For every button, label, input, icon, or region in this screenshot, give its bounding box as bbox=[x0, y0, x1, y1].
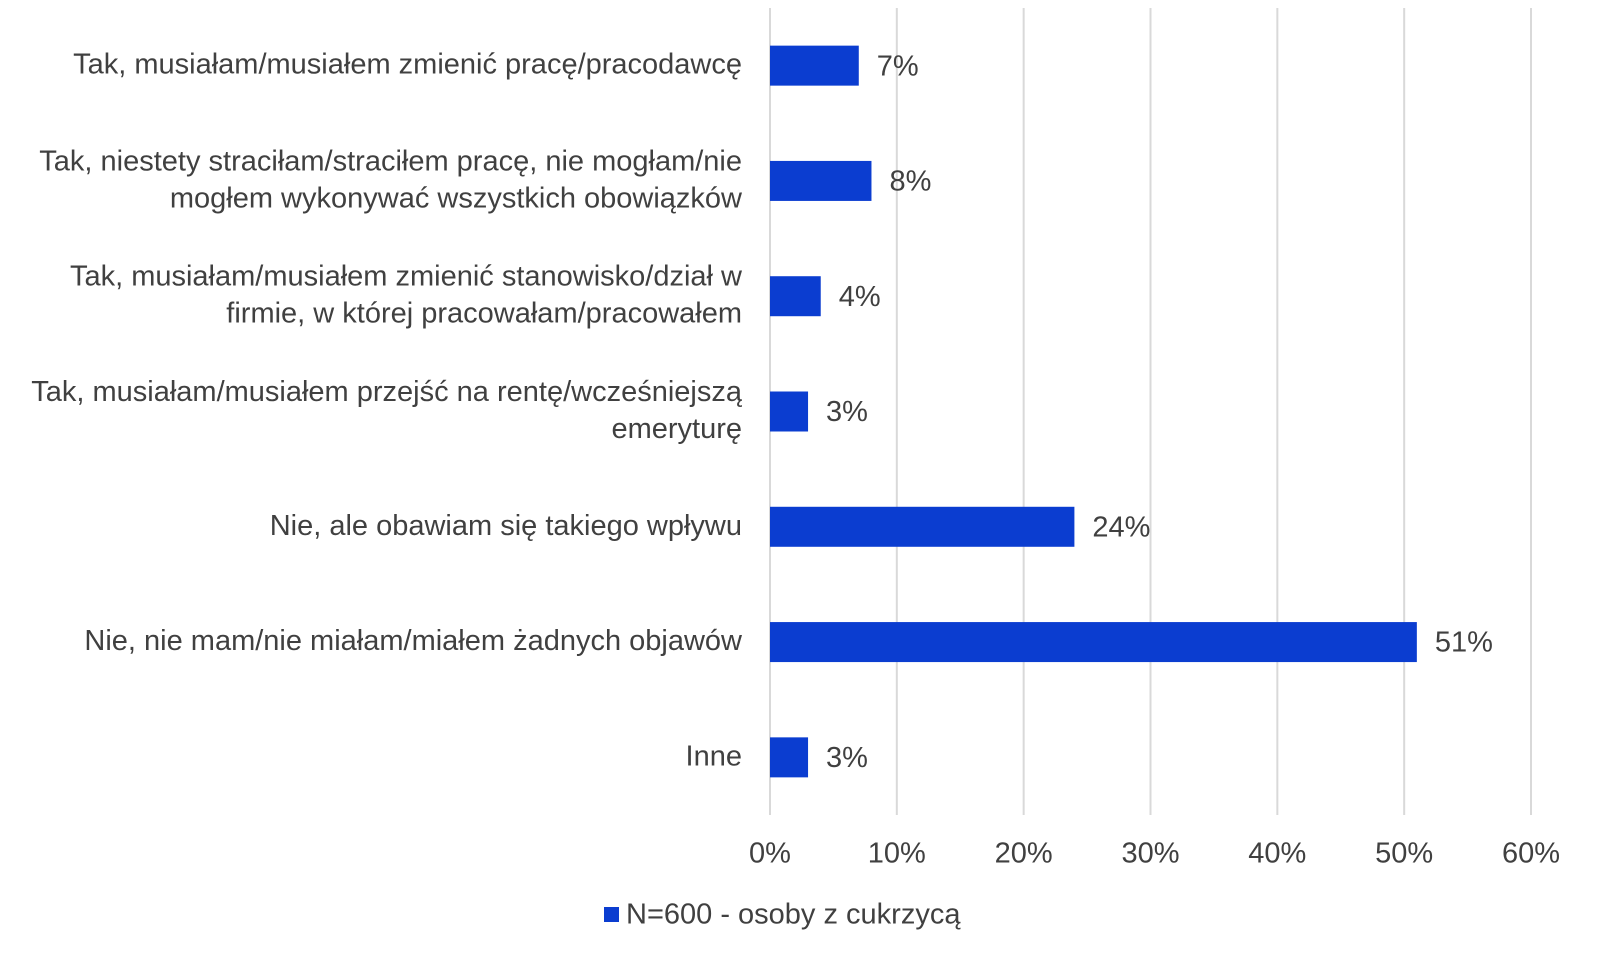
y-tick-label: Tak, musiałam/musiałem zmienić stanowisk… bbox=[70, 260, 743, 329]
data-label: 4% bbox=[839, 281, 881, 313]
bar bbox=[770, 506, 1075, 547]
bar bbox=[770, 276, 821, 317]
data-label: 3% bbox=[826, 396, 868, 428]
legend-swatch bbox=[604, 907, 619, 922]
x-tick-label: 0% bbox=[749, 838, 791, 870]
x-tick-label: 30% bbox=[1121, 838, 1179, 870]
y-tick-label: Nie, ale obawiam się takiego wpływu bbox=[270, 509, 742, 541]
y-tick-label: Tak, musiałam/musiałem zmienić pracę/pra… bbox=[73, 48, 742, 80]
data-label: 3% bbox=[826, 742, 868, 774]
y-tick-label: Nie, nie mam/nie miałam/miałem żadnych o… bbox=[84, 625, 743, 657]
x-tick-label: 60% bbox=[1502, 838, 1560, 870]
x-tick-label: 10% bbox=[868, 838, 926, 870]
bar bbox=[770, 622, 1417, 663]
x-tick-label: 20% bbox=[995, 838, 1053, 870]
x-tick-label: 50% bbox=[1375, 838, 1433, 870]
bar bbox=[770, 391, 809, 432]
data-label: 51% bbox=[1435, 627, 1493, 659]
data-label: 8% bbox=[889, 166, 931, 198]
y-tick-label: Tak, musiałam/musiałem przejść na rentę/… bbox=[31, 376, 743, 445]
y-tick-label: Tak, niestety straciłam/straciłem pracę,… bbox=[39, 145, 743, 214]
y-tick-label: Inne bbox=[686, 740, 742, 772]
data-label: 7% bbox=[877, 50, 919, 82]
bar bbox=[770, 45, 859, 86]
x-tick-label: 40% bbox=[1248, 838, 1306, 870]
legend-label: N=600 - osoby z cukrzycą bbox=[626, 899, 961, 931]
bar bbox=[770, 160, 872, 201]
data-label: 24% bbox=[1092, 511, 1150, 543]
bar bbox=[770, 737, 809, 778]
